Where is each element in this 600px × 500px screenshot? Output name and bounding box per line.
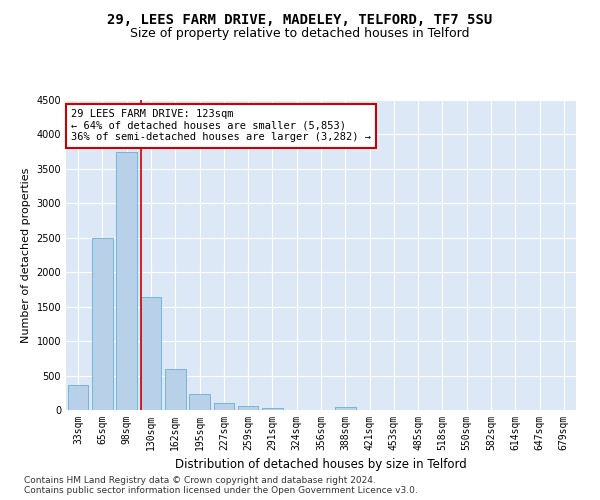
Bar — [165, 370, 185, 410]
Y-axis label: Number of detached properties: Number of detached properties — [21, 168, 31, 342]
Text: Size of property relative to detached houses in Telford: Size of property relative to detached ho… — [130, 28, 470, 40]
Text: Contains HM Land Registry data © Crown copyright and database right 2024.
Contai: Contains HM Land Registry data © Crown c… — [24, 476, 418, 495]
Text: 29, LEES FARM DRIVE, MADELEY, TELFORD, TF7 5SU: 29, LEES FARM DRIVE, MADELEY, TELFORD, T… — [107, 12, 493, 26]
Text: 29 LEES FARM DRIVE: 123sqm
← 64% of detached houses are smaller (5,853)
36% of s: 29 LEES FARM DRIVE: 123sqm ← 64% of deta… — [71, 110, 371, 142]
Bar — [92, 238, 113, 410]
Bar — [140, 297, 161, 410]
Bar — [335, 406, 356, 410]
Bar — [262, 408, 283, 410]
Bar — [214, 403, 234, 410]
X-axis label: Distribution of detached houses by size in Telford: Distribution of detached houses by size … — [175, 458, 467, 471]
Bar — [116, 152, 137, 410]
Bar — [189, 394, 210, 410]
Bar — [238, 406, 259, 410]
Bar — [68, 384, 88, 410]
